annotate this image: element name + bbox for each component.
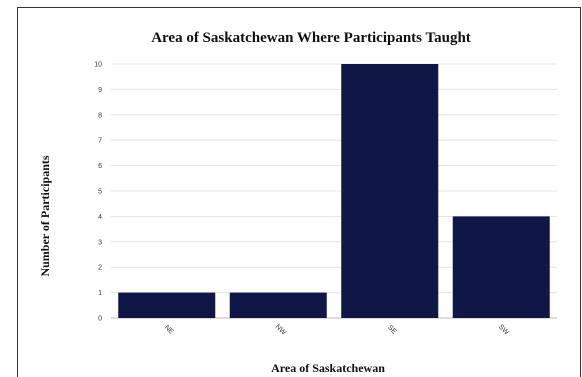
bars xyxy=(118,64,550,318)
y-tick-label: 0 xyxy=(98,316,102,323)
x-axis-ticks: NE NW SE SW xyxy=(163,323,510,336)
y-tick-label: 1 xyxy=(98,290,102,297)
y-tick-label: 3 xyxy=(98,239,102,246)
y-axis-ticks: 0 1 2 3 4 5 6 7 8 9 10 xyxy=(94,62,102,323)
y-tick-label: 10 xyxy=(94,62,102,69)
y-tick-label: 6 xyxy=(98,163,102,170)
bar-nw xyxy=(229,292,327,318)
x-tick-label-se: SE xyxy=(386,324,398,336)
bar-sw xyxy=(452,216,550,318)
x-tick-label-ne: NE xyxy=(163,324,175,336)
y-axis-label: Number of Participants xyxy=(38,155,52,276)
x-axis-label: Area of Saskatchewan xyxy=(271,361,385,375)
bar-ne xyxy=(118,292,216,318)
y-tick-label: 4 xyxy=(98,214,102,221)
chart-title: Area of Saskatchewan Where Participants … xyxy=(151,30,471,46)
y-tick-label: 8 xyxy=(98,112,102,119)
y-tick-label: 5 xyxy=(98,189,102,196)
bar-se xyxy=(341,64,439,318)
y-tick-label: 2 xyxy=(98,265,102,272)
y-tick-label: 7 xyxy=(98,138,102,145)
x-tick-label-nw: NW xyxy=(274,323,287,336)
x-tick-label-sw: SW xyxy=(497,323,510,336)
y-tick-label: 9 xyxy=(98,87,102,94)
